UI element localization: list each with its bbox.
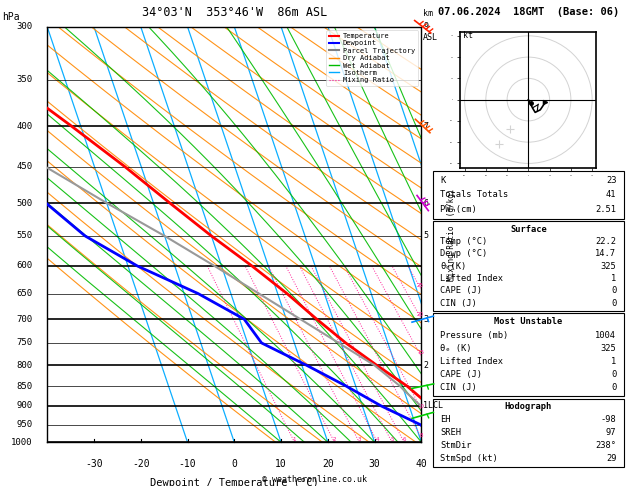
Text: 1004: 1004 xyxy=(595,330,616,340)
Text: 750: 750 xyxy=(16,338,32,347)
Text: Hodograph: Hodograph xyxy=(504,402,552,411)
Text: 600: 600 xyxy=(16,261,32,270)
Text: Most Unstable: Most Unstable xyxy=(494,317,562,327)
Text: 29: 29 xyxy=(606,454,616,463)
Text: 950: 950 xyxy=(16,420,32,429)
Text: 325: 325 xyxy=(601,261,616,271)
Text: 7: 7 xyxy=(423,122,428,131)
Text: 0: 0 xyxy=(611,370,616,379)
Text: 8: 8 xyxy=(420,433,423,438)
Text: 850: 850 xyxy=(16,382,32,391)
Text: 325: 325 xyxy=(601,344,616,353)
Text: 0: 0 xyxy=(611,383,616,392)
Text: -20: -20 xyxy=(132,459,150,469)
Text: Dewp (°C): Dewp (°C) xyxy=(440,249,487,258)
Text: 800: 800 xyxy=(16,361,32,370)
Text: 550: 550 xyxy=(16,231,32,241)
Text: 25: 25 xyxy=(417,283,424,288)
Text: 2: 2 xyxy=(333,437,337,442)
Text: 22.2: 22.2 xyxy=(595,237,616,246)
Legend: Temperature, Dewpoint, Parcel Trajectory, Dry Adiabat, Wet Adiabat, Isotherm, Mi: Temperature, Dewpoint, Parcel Trajectory… xyxy=(326,30,418,86)
Text: Mixing Ratio  (g/kg): Mixing Ratio (g/kg) xyxy=(447,188,456,281)
Text: CIN (J): CIN (J) xyxy=(440,298,477,308)
Text: km: km xyxy=(423,9,433,18)
Text: 0: 0 xyxy=(611,286,616,295)
Text: 3: 3 xyxy=(357,437,361,442)
Text: ASL: ASL xyxy=(423,33,438,42)
Text: Temp (°C): Temp (°C) xyxy=(440,237,487,246)
Text: 1: 1 xyxy=(611,357,616,366)
Text: 15: 15 xyxy=(417,350,424,355)
Text: 97: 97 xyxy=(606,428,616,437)
Text: θₑ(K): θₑ(K) xyxy=(440,261,467,271)
Text: 30: 30 xyxy=(369,459,381,469)
Text: 9: 9 xyxy=(423,22,428,31)
Text: -30: -30 xyxy=(85,459,103,469)
Text: 41: 41 xyxy=(606,191,616,199)
Text: PW (cm): PW (cm) xyxy=(440,205,477,214)
Text: 1LCL: 1LCL xyxy=(423,401,443,410)
Text: SREH: SREH xyxy=(440,428,462,437)
Text: 900: 900 xyxy=(16,401,32,410)
Text: 23: 23 xyxy=(606,176,616,185)
Text: hPa: hPa xyxy=(2,12,19,22)
Text: 4: 4 xyxy=(376,437,379,442)
Text: 0: 0 xyxy=(611,298,616,308)
Text: 350: 350 xyxy=(16,75,32,85)
Text: θₑ (K): θₑ (K) xyxy=(440,344,472,353)
Text: 238°: 238° xyxy=(595,441,616,450)
Text: EH: EH xyxy=(440,415,451,424)
Text: 6: 6 xyxy=(403,437,406,442)
Text: Lifted Index: Lifted Index xyxy=(440,357,503,366)
Text: StmSpd (kt): StmSpd (kt) xyxy=(440,454,498,463)
Text: kt: kt xyxy=(463,32,473,40)
Text: 07.06.2024  18GMT  (Base: 06): 07.06.2024 18GMT (Base: 06) xyxy=(438,7,619,17)
Text: Lifted Index: Lifted Index xyxy=(440,274,503,283)
Text: 2.51: 2.51 xyxy=(595,205,616,214)
Text: 3: 3 xyxy=(423,314,428,324)
Text: 6: 6 xyxy=(423,199,428,208)
Text: K: K xyxy=(440,176,446,185)
Text: 10: 10 xyxy=(276,459,287,469)
Text: 5: 5 xyxy=(391,437,394,442)
Text: Surface: Surface xyxy=(510,225,547,234)
Text: Dewpoint / Temperature (°C): Dewpoint / Temperature (°C) xyxy=(150,478,319,486)
Text: -10: -10 xyxy=(179,459,196,469)
Text: 20: 20 xyxy=(417,312,424,317)
Text: 450: 450 xyxy=(16,162,32,171)
Text: -98: -98 xyxy=(601,415,616,424)
Text: CAPE (J): CAPE (J) xyxy=(440,370,482,379)
Text: 34°03'N  353°46'W  86m ASL: 34°03'N 353°46'W 86m ASL xyxy=(142,6,327,18)
Text: 40: 40 xyxy=(416,459,427,469)
Text: 2: 2 xyxy=(423,361,428,370)
Text: StmDir: StmDir xyxy=(440,441,472,450)
Text: 1: 1 xyxy=(292,437,296,442)
Text: © weatheronline.co.uk: © weatheronline.co.uk xyxy=(262,474,367,484)
Text: 300: 300 xyxy=(16,22,32,31)
Text: 700: 700 xyxy=(16,314,32,324)
Text: 1000: 1000 xyxy=(11,438,32,447)
Text: 5: 5 xyxy=(423,231,428,241)
Text: 1: 1 xyxy=(611,274,616,283)
Text: 20: 20 xyxy=(322,459,334,469)
Text: 0: 0 xyxy=(231,459,237,469)
Text: 10: 10 xyxy=(418,404,425,409)
Text: Pressure (mb): Pressure (mb) xyxy=(440,330,509,340)
Text: 14.7: 14.7 xyxy=(595,249,616,258)
Text: CAPE (J): CAPE (J) xyxy=(440,286,482,295)
Text: 400: 400 xyxy=(16,122,32,131)
Text: Totals Totals: Totals Totals xyxy=(440,191,509,199)
Text: 500: 500 xyxy=(16,199,32,208)
Text: 650: 650 xyxy=(16,289,32,298)
Text: CIN (J): CIN (J) xyxy=(440,383,477,392)
